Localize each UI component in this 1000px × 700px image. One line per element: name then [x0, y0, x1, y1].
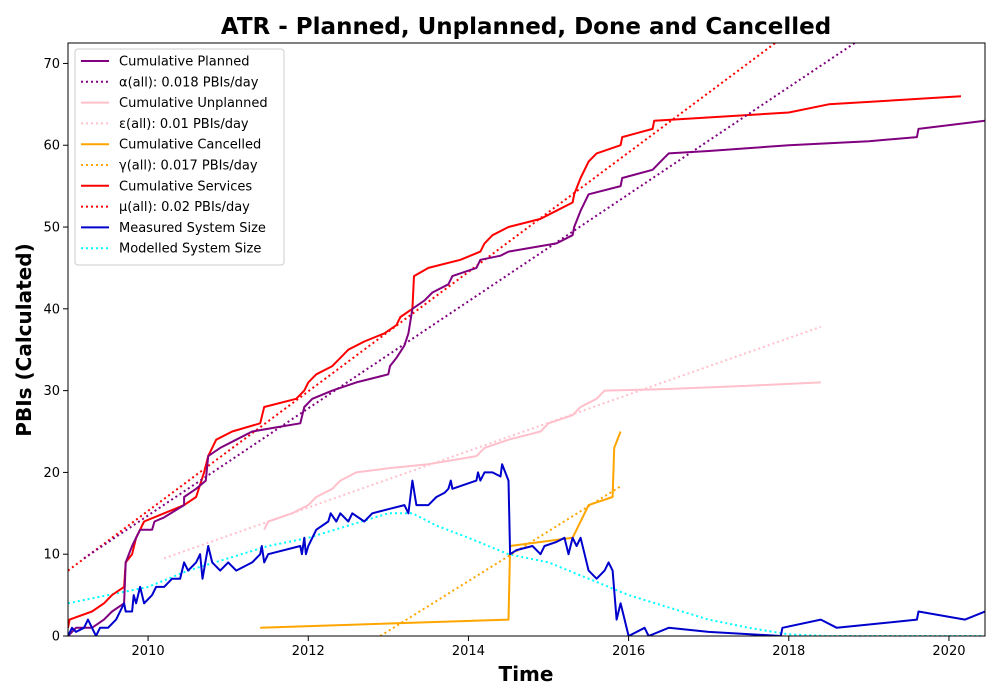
series-line-cumulative-planned — [68, 119, 985, 636]
x-tick-label: 2018 — [772, 644, 805, 659]
plot-frame — [67, 42, 986, 637]
x-tick-label: 2010 — [132, 644, 165, 659]
y-tick-label: 0 — [52, 630, 60, 645]
x-tick-label: 2016 — [612, 644, 645, 659]
x-tick-label: 2014 — [452, 644, 485, 659]
series-line-measured-system-size — [68, 463, 985, 636]
y-tick-label: 10 — [43, 548, 60, 563]
legend-label-cumulative-cancelled: Cumulative Cancelled — [119, 138, 261, 153]
series-line-all-0-018-pbis-day — [83, 43, 857, 560]
y-tick-label: 30 — [43, 384, 60, 399]
axis-ticks: 2010 2012 2014 2016 2018 2020 0 10 20 30 40 50 60 70 — [43, 57, 965, 659]
x-axis-label: Time — [499, 662, 554, 686]
chart-title: ATR - Planned, Unplanned, Done and Cance… — [221, 14, 831, 40]
legend: Cumulative Planned α(all): 0.018 PBIs/day… — [74, 48, 285, 266]
legend-label-all-0-017-pbis-day: γ(all): 0.017 PBIs/day — [119, 159, 258, 174]
legend-label-all-0-02-pbis-day: μ(all): 0.02 PBIs/day — [119, 200, 250, 215]
y-axis-label: PBIs (Calculated) — [12, 243, 36, 436]
series-line-cumulative-unplanned — [263, 381, 821, 531]
y-tick-label: 20 — [43, 466, 60, 481]
series-line-all-0-01-pbis-day — [163, 325, 822, 560]
legend-label-all-0-01-pbis-day: ε(all): 0.01 PBIs/day — [119, 117, 249, 132]
y-tick-label: 60 — [43, 139, 60, 154]
y-tick-label: 40 — [43, 302, 60, 317]
series-line-modelled-system-size — [68, 512, 985, 636]
x-tick-label: 2012 — [292, 644, 325, 659]
plot-area — [68, 43, 985, 636]
legend-label-modelled-system-size: Modelled System Size — [119, 242, 261, 257]
x-tick-label: 2020 — [932, 644, 965, 659]
legend-label-all-0-018-pbis-day: α(all): 0.018 PBIs/day — [119, 75, 259, 90]
series-line-all-0-02-pbis-day — [68, 43, 777, 572]
series-line-cumulative-services — [68, 95, 962, 628]
series-line-cumulative-cancelled — [260, 431, 622, 629]
legend-label-measured-system-size: Measured System Size — [119, 221, 266, 236]
legend-box — [74, 48, 285, 266]
legend-label-cumulative-planned: Cumulative Planned — [119, 55, 249, 70]
y-tick-label: 70 — [43, 57, 60, 72]
series-line-all-0-017-pbis-day — [379, 485, 622, 636]
legend-label-cumulative-unplanned: Cumulative Unplanned — [119, 96, 268, 111]
legend-label-cumulative-services: Cumulative Services — [119, 179, 252, 194]
y-tick-label: 50 — [43, 221, 60, 236]
